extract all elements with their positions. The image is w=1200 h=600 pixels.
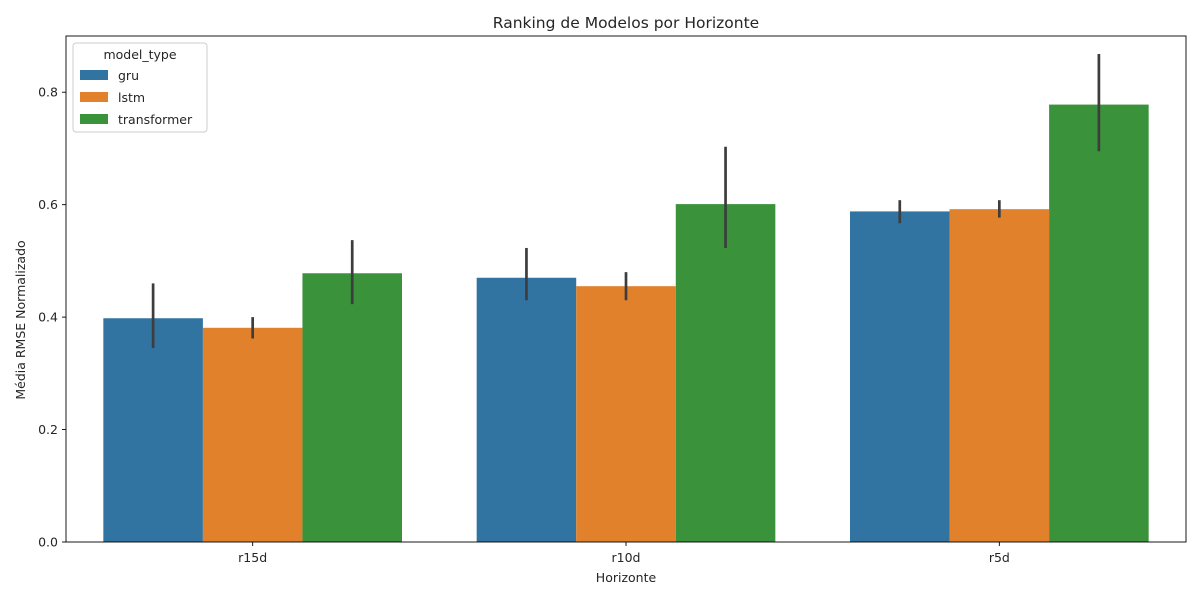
y-axis-label: Média RMSE Normalizado [13,240,28,399]
legend-label-gru: gru [118,68,139,83]
legend-label-lstm: lstm [118,90,145,105]
bar-lstm-r5d [949,209,1050,543]
bar-gru-r10d [476,277,577,542]
y-tick-label: 0.6 [38,197,58,212]
y-tick-label: 0.0 [38,535,58,550]
bar-lstm-r15d [202,327,303,542]
plot-area [65,35,1187,543]
legend-swatch-lstm [80,92,108,102]
bar-transformer-r10d [675,204,776,543]
legend-box [72,42,208,133]
chart-title: Ranking de Modelos por Horizonte [493,14,759,32]
bar-transformer-r15d [302,273,402,542]
y-tick-label: 0.4 [38,310,58,325]
x-tick-label: r15d [238,550,267,565]
x-axis: r15d r10d r5d [238,542,1010,565]
bar-gru-r5d [850,211,950,542]
legend-swatch-transformer [80,114,108,124]
legend-label-transformer: transformer [118,112,193,127]
x-axis-label: Horizonte [596,570,657,585]
x-tick-label: r10d [612,550,641,565]
bar-lstm-r10d [576,286,676,542]
legend-title: model_type [103,47,176,62]
y-tick-label: 0.2 [38,422,58,437]
bar-gru-r15d [103,318,203,542]
y-axis: 0.0 0.2 0.4 0.6 0.8 [38,85,66,550]
bar-transformer-r5d [1049,104,1149,542]
x-tick-label: r5d [989,550,1010,565]
legend-swatch-gru [80,70,108,80]
y-tick-label: 0.8 [38,85,58,100]
